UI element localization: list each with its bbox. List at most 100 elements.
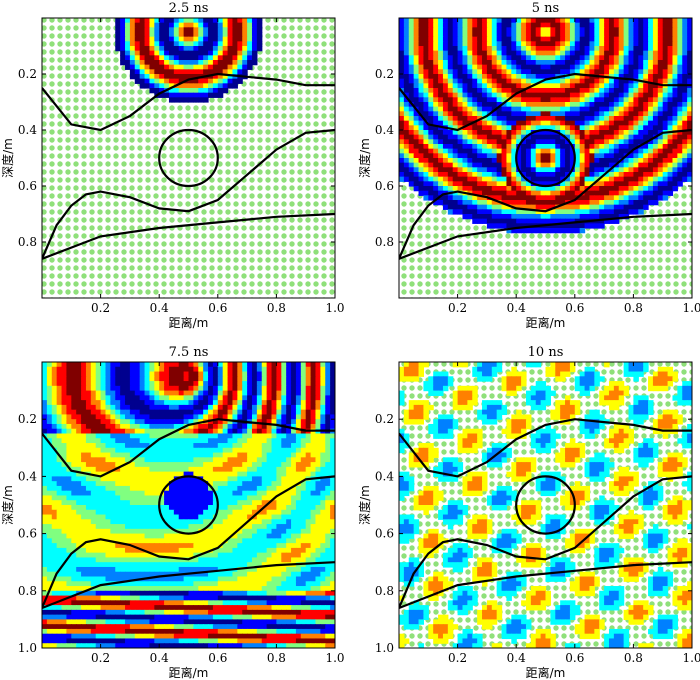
field-cell — [222, 462, 229, 468]
field-cell — [256, 428, 263, 435]
field-cell — [594, 78, 600, 84]
field-cell — [613, 18, 620, 24]
field-cell — [525, 106, 532, 112]
field-cell — [115, 462, 121, 468]
field-cell — [438, 32, 444, 38]
field-cell — [452, 200, 459, 206]
field-cell — [442, 27, 449, 33]
field-cell — [325, 419, 331, 425]
field-cell — [540, 200, 547, 206]
field-cell — [560, 41, 566, 47]
field-cell — [300, 362, 307, 368]
field-cell — [208, 22, 214, 28]
field-cell — [418, 22, 425, 28]
field-cell — [682, 41, 688, 47]
field-cell — [154, 466, 160, 473]
field-cell — [506, 153, 512, 159]
field-cell — [110, 395, 116, 401]
field-cell — [648, 186, 654, 192]
field-cell — [486, 18, 493, 24]
field-cell — [266, 509, 273, 516]
field-cell — [232, 414, 238, 420]
field-cell — [95, 385, 102, 392]
field-cell — [144, 509, 151, 516]
field-cell — [212, 36, 219, 42]
field-cell — [51, 476, 58, 482]
field-cell — [467, 97, 473, 103]
field-cell — [638, 167, 644, 173]
field-cell — [271, 362, 277, 368]
field-cell — [115, 505, 121, 511]
field-cell — [667, 22, 674, 28]
field-cell — [242, 481, 248, 487]
field-cell — [491, 41, 498, 47]
field-cell — [149, 78, 155, 84]
field-cell — [574, 134, 581, 140]
field-cell — [90, 404, 97, 411]
field-cell — [325, 476, 331, 482]
field-cell — [496, 22, 503, 28]
field-cell — [305, 423, 312, 430]
field-cell — [203, 423, 209, 430]
field-cell — [164, 423, 170, 430]
field-cell — [525, 139, 532, 145]
field-cell — [110, 447, 116, 454]
field-cell — [168, 505, 175, 511]
field-cell — [217, 18, 224, 24]
field-cell — [247, 438, 253, 444]
field-cell — [276, 381, 282, 387]
field-cell — [511, 195, 517, 201]
field-cell — [42, 457, 48, 463]
field-cell — [579, 209, 586, 215]
field-cell — [506, 144, 512, 150]
field-cell — [168, 376, 175, 382]
field-cell — [149, 409, 155, 416]
field-cell — [584, 41, 591, 47]
field-cell — [545, 69, 551, 75]
field-cell — [423, 186, 429, 192]
field-cell — [579, 32, 586, 38]
field-cell — [129, 41, 136, 47]
field-cell — [271, 433, 277, 439]
field-cell — [212, 92, 219, 98]
field-cell — [482, 32, 488, 38]
field-cell — [408, 134, 415, 140]
field-cell — [589, 60, 595, 66]
field-cell — [149, 400, 155, 406]
field-cell — [247, 36, 253, 42]
field-cell — [545, 125, 551, 131]
field-cell — [251, 385, 258, 392]
field-cell — [76, 423, 82, 430]
field-cell — [652, 50, 659, 56]
field-cell — [193, 97, 199, 103]
field-cell — [251, 490, 258, 497]
field-cell — [212, 18, 219, 24]
field-cell — [530, 134, 537, 140]
field-cell — [71, 366, 77, 373]
field-cell — [90, 414, 97, 420]
field-cell — [418, 102, 425, 108]
field-cell — [227, 32, 234, 38]
field-cell — [618, 153, 625, 159]
field-cell — [217, 385, 224, 392]
field-cell — [325, 466, 331, 473]
field-cell — [608, 111, 615, 117]
y-tick-label: 0.2 — [18, 67, 37, 81]
field-cell — [403, 50, 410, 56]
field-cell — [217, 41, 224, 47]
field-cell — [648, 92, 654, 98]
field-cell — [247, 381, 253, 387]
field-cell — [120, 60, 126, 66]
field-cell — [462, 167, 468, 173]
field-cell — [618, 27, 625, 33]
field-cell — [628, 78, 634, 84]
field-cell — [291, 390, 297, 396]
field-cell — [618, 50, 625, 56]
field-cell — [144, 27, 151, 33]
field-cell — [330, 419, 335, 425]
field-cell — [496, 172, 503, 178]
field-cell — [623, 41, 630, 47]
field-cell — [530, 120, 537, 126]
field-cell — [589, 97, 595, 103]
field-cell — [482, 27, 488, 33]
